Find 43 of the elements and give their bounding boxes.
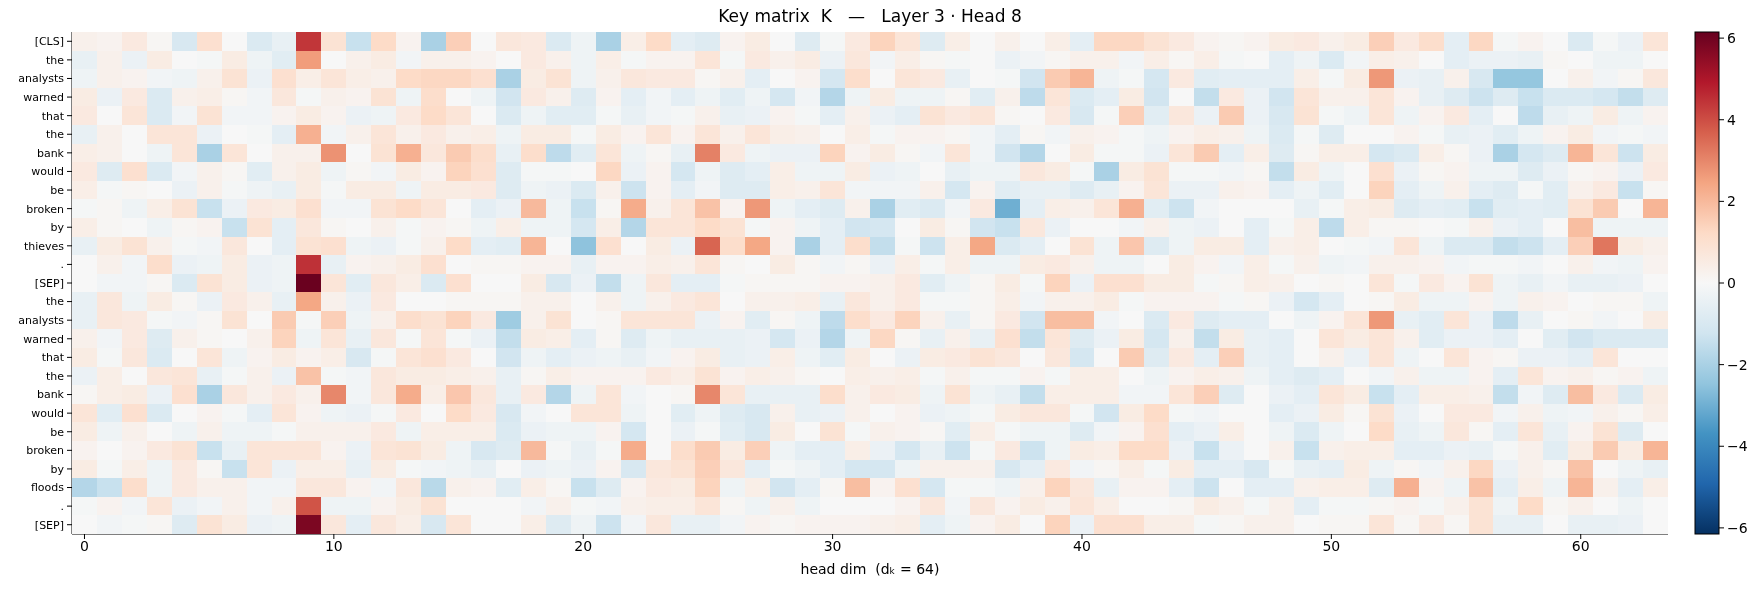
y-tick-label: [CLS] xyxy=(34,35,64,49)
y-tick-label: broken xyxy=(26,202,65,216)
y-tick-label: analysts xyxy=(18,72,65,86)
x-tick-label: 50 xyxy=(1322,537,1341,554)
y-tick-label: be xyxy=(50,425,65,439)
y-tick-label: floods xyxy=(30,481,65,495)
x-tick-label: 60 xyxy=(1571,537,1590,554)
y-tick-label: broken xyxy=(26,444,65,458)
x-tick-label: 10 xyxy=(324,537,343,554)
x-axis-title: head dim (dₖ = 64) xyxy=(799,561,941,578)
y-tick-label: . xyxy=(60,258,64,272)
y-tick-label: analysts xyxy=(18,314,65,328)
y-tick-label: that xyxy=(41,351,65,365)
y-tick-label: [SEP] xyxy=(34,518,64,532)
x-tick-label: 20 xyxy=(574,537,593,554)
color-bar-label: 2 xyxy=(1727,193,1736,210)
color-bar-label: 4 xyxy=(1727,111,1736,128)
y-tick-label: the xyxy=(45,128,65,142)
y-tick-label: . xyxy=(60,500,64,514)
y-tick-label: the xyxy=(45,369,65,383)
x-tick-label: 30 xyxy=(823,537,842,554)
color-bar-label: 6 xyxy=(1727,30,1736,47)
y-tick-label: would xyxy=(31,407,64,421)
y-tick-label: bank xyxy=(36,146,65,160)
color-bar-label: −2 xyxy=(1727,356,1748,373)
y-tick-label: the xyxy=(45,295,65,309)
y-tick-label: by xyxy=(50,221,65,235)
color-bar-label: −6 xyxy=(1727,519,1748,536)
y-tick-label: warned xyxy=(23,332,64,346)
x-tick-label: 40 xyxy=(1073,537,1091,554)
chart-title: Key matrix K — Layer 3 · Head 8 xyxy=(717,6,1023,26)
color-bar-label: −4 xyxy=(1727,438,1748,455)
y-tick-label: be xyxy=(50,183,65,197)
y-tick-label: that xyxy=(41,109,65,123)
y-tick-label: warned xyxy=(23,90,64,104)
y-tick-label: would xyxy=(31,165,64,179)
x-tick-label: 0 xyxy=(80,537,89,554)
y-tick-label: bank xyxy=(36,388,65,402)
y-tick-label: thieves xyxy=(23,239,65,253)
y-tick-label: by xyxy=(50,462,65,476)
y-tick-label: the xyxy=(45,53,65,67)
color-bar-label: 0 xyxy=(1727,275,1736,291)
y-tick-label: [SEP] xyxy=(34,276,64,290)
